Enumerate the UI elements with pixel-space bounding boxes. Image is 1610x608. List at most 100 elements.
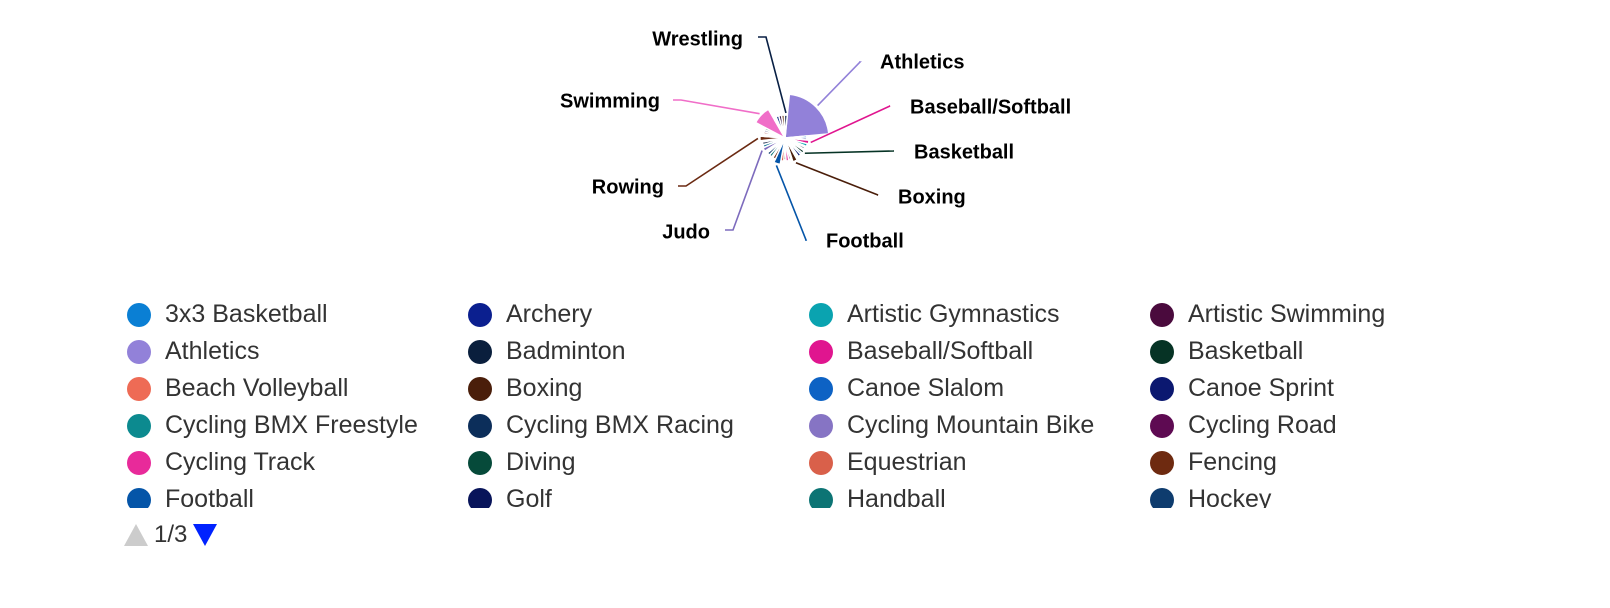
legend-swatch bbox=[127, 413, 151, 438]
label-connectors bbox=[673, 36, 895, 241]
legend-swatch bbox=[468, 450, 492, 475]
legend-label: Basketball bbox=[1188, 337, 1304, 365]
page-indicator: 1/3 bbox=[154, 521, 188, 548]
legend-swatch bbox=[468, 376, 492, 401]
legend-swatch bbox=[468, 339, 492, 364]
connector-boxing bbox=[795, 162, 879, 196]
connector-baseball-softball bbox=[810, 105, 891, 144]
legend-item-artistic-swimming[interactable]: Artistic Swimming bbox=[1150, 296, 1385, 333]
legend-item-cycling-bmx-freestyle[interactable]: Cycling BMX Freestyle bbox=[127, 407, 418, 444]
legend-item-archery[interactable]: Archery bbox=[468, 296, 592, 333]
legend-label: Hockey bbox=[1188, 485, 1272, 508]
page-up-icon[interactable] bbox=[124, 524, 148, 546]
legend-item-diving[interactable]: Diving bbox=[468, 444, 575, 481]
legend-item-cycling-mountain-bike[interactable]: Cycling Mountain Bike bbox=[809, 407, 1094, 444]
pie-slices bbox=[754, 93, 830, 166]
slice-wrestling[interactable] bbox=[783, 114, 789, 139]
label-football: Football bbox=[826, 230, 904, 252]
legend-label: Handball bbox=[847, 485, 946, 508]
legend-label: Artistic Gymnastics bbox=[847, 300, 1060, 328]
legend-swatch bbox=[809, 339, 833, 364]
legend-label: Artistic Swimming bbox=[1188, 300, 1386, 328]
legend-swatch bbox=[809, 413, 833, 438]
legend-item-artistic-gymnastics[interactable]: Artistic Gymnastics bbox=[809, 296, 1060, 333]
connector-rowing bbox=[678, 137, 759, 187]
legend-item-basketball[interactable]: Basketball bbox=[1150, 333, 1303, 370]
page-down-icon[interactable] bbox=[193, 524, 218, 546]
legend-swatch bbox=[1150, 450, 1174, 475]
label-swimming: Swimming bbox=[560, 90, 660, 112]
legend-label: 3x3 Basketball bbox=[165, 300, 328, 328]
legend-swatch bbox=[1150, 487, 1174, 508]
label-wrestling: Wrestling bbox=[652, 28, 743, 50]
legend-label: Cycling BMX Freestyle bbox=[165, 411, 418, 439]
legend-label: Badminton bbox=[506, 337, 626, 365]
legend-item-athletics[interactable]: Athletics bbox=[127, 333, 259, 370]
legend-label: Boxing bbox=[506, 374, 583, 402]
legend-swatch bbox=[1150, 302, 1174, 327]
legend-swatch bbox=[809, 376, 833, 401]
label-basketball: Basketball bbox=[914, 141, 1014, 163]
connector-swimming bbox=[673, 99, 760, 115]
legend-item-baseball-softball[interactable]: Baseball/Softball bbox=[809, 333, 1033, 370]
legend-item-cycling-bmx-racing[interactable]: Cycling BMX Racing bbox=[468, 407, 734, 444]
legend-pager: 1/3 bbox=[124, 519, 218, 551]
legend-item-cycling-road[interactable]: Cycling Road bbox=[1150, 407, 1337, 444]
legend-item-golf[interactable]: Golf bbox=[468, 481, 552, 508]
legend-swatch bbox=[1150, 339, 1174, 364]
legend-swatch bbox=[1150, 413, 1174, 438]
label-boxing: Boxing bbox=[898, 186, 966, 208]
legend-label: Canoe Sprint bbox=[1188, 374, 1334, 402]
connector-basketball bbox=[804, 150, 895, 155]
legend-item-fencing[interactable]: Fencing bbox=[1150, 444, 1277, 481]
legend-swatch bbox=[127, 376, 151, 401]
legend-swatch bbox=[468, 302, 492, 327]
slice-boxing[interactable] bbox=[784, 137, 799, 163]
legend-label: Cycling Mountain Bike bbox=[847, 411, 1095, 439]
legend-label: Golf bbox=[506, 485, 552, 508]
legend-item-canoe-sprint[interactable]: Canoe Sprint bbox=[1150, 370, 1334, 407]
connector-wrestling bbox=[758, 36, 787, 114]
slice-swimming[interactable] bbox=[754, 108, 787, 140]
slice-athletics[interactable] bbox=[784, 93, 830, 139]
legend-swatch bbox=[809, 450, 833, 475]
legend-item-hockey[interactable]: Hockey bbox=[1150, 481, 1271, 508]
legend: 3x3 Basketball Archery Artistic Gymnastics… bbox=[127, 296, 1587, 508]
slice-labels: Wrestling Athletics Baseball/Softball Baske… bbox=[560, 28, 1071, 252]
legend-label: Fencing bbox=[1188, 448, 1277, 476]
legend-label: Cycling BMX Racing bbox=[506, 411, 734, 439]
label-athletics: Athletics bbox=[880, 51, 964, 73]
connector-judo bbox=[725, 150, 763, 231]
legend-swatch bbox=[1150, 376, 1174, 401]
label-baseball-softball: Baseball/Softball bbox=[910, 96, 1071, 118]
legend-item-canoe-slalom[interactable]: Canoe Slalom bbox=[809, 370, 1004, 407]
legend-item-beach-volleyball[interactable]: Beach Volleyball bbox=[127, 370, 348, 407]
legend-label: Diving bbox=[506, 448, 576, 476]
legend-item-equestrian[interactable]: Equestrian bbox=[809, 444, 967, 481]
legend-item-badminton[interactable]: Badminton bbox=[468, 333, 626, 370]
legend-item-boxing[interactable]: Boxing bbox=[468, 370, 582, 407]
legend-swatch bbox=[809, 302, 833, 327]
slice-judo[interactable] bbox=[762, 137, 786, 153]
connector-football bbox=[775, 165, 808, 241]
legend-label: Cycling Track bbox=[165, 448, 316, 476]
legend-label: Equestrian bbox=[847, 448, 967, 476]
legend-label: Athletics bbox=[165, 337, 260, 365]
legend-item-cycling-track[interactable]: Cycling Track bbox=[127, 444, 315, 481]
legend-swatch bbox=[127, 302, 151, 327]
legend-swatch bbox=[809, 487, 833, 508]
legend-swatch bbox=[468, 413, 492, 438]
legend-item-3x3-basketball[interactable]: 3x3 Basketball bbox=[127, 296, 328, 333]
legend-label: Baseball/Softball bbox=[847, 337, 1034, 365]
legend-item-handball[interactable]: Handball bbox=[809, 481, 946, 508]
legend-label: Cycling Road bbox=[1188, 411, 1337, 439]
connector-athletics bbox=[817, 61, 862, 107]
legend-label: Football bbox=[165, 485, 254, 508]
legend-swatch bbox=[127, 339, 151, 364]
legend-item-football[interactable]: Football bbox=[127, 481, 254, 508]
legend-label: Beach Volleyball bbox=[165, 374, 349, 402]
legend-swatch bbox=[468, 487, 492, 508]
legend-label: Archery bbox=[506, 300, 593, 328]
label-rowing: Rowing bbox=[592, 176, 664, 198]
